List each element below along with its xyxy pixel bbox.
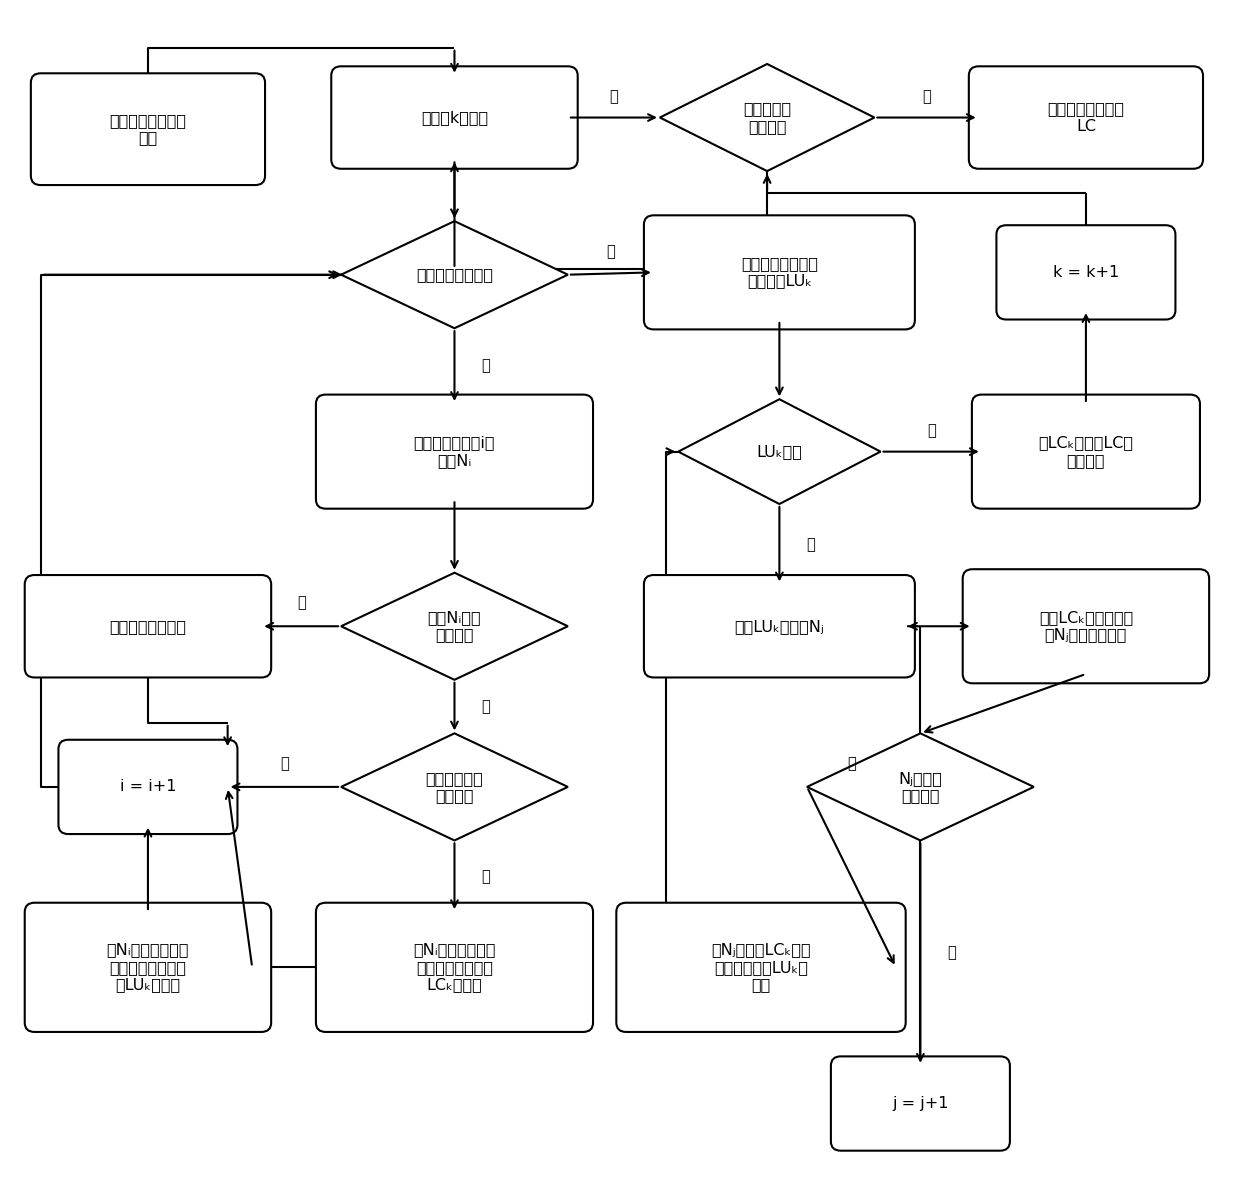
Polygon shape <box>341 573 568 680</box>
Polygon shape <box>341 734 568 840</box>
Text: 将LCₖ保存到LC的
相关位置: 将LCₖ保存到LC的 相关位置 <box>1038 436 1133 468</box>
Text: 否: 否 <box>806 537 815 551</box>
Text: 遍历该模块的非完
整性链表LUₖ: 遍历该模块的非完 整性链表LUₖ <box>740 256 818 289</box>
Polygon shape <box>807 734 1034 840</box>
FancyBboxPatch shape <box>316 395 593 509</box>
FancyBboxPatch shape <box>31 73 265 185</box>
FancyBboxPatch shape <box>25 575 272 677</box>
Text: 遍历LCₖ，并从中提
取Nⱼ的已知输入源: 遍历LCₖ，并从中提 取Nⱼ的已知输入源 <box>1039 610 1133 642</box>
Text: 读取LUₖ中节点Nⱼ: 读取LUₖ中节点Nⱼ <box>734 618 825 634</box>
FancyBboxPatch shape <box>962 569 1209 683</box>
Text: 读取模块单元信息: 读取模块单元信息 <box>109 618 186 634</box>
Text: 是: 是 <box>926 423 935 438</box>
Text: 否: 否 <box>280 756 289 772</box>
Polygon shape <box>341 221 568 329</box>
FancyBboxPatch shape <box>616 902 905 1032</box>
Text: 读取该网表的第i条
记录Nᵢ: 读取该网表的第i条 记录Nᵢ <box>414 436 495 468</box>
Text: 是: 是 <box>923 90 931 104</box>
FancyBboxPatch shape <box>25 902 272 1032</box>
Text: 否: 否 <box>481 358 490 373</box>
Text: j = j+1: j = j+1 <box>892 1096 949 1111</box>
FancyBboxPatch shape <box>831 1057 1009 1151</box>
Text: 是: 是 <box>606 244 615 259</box>
Polygon shape <box>678 399 880 504</box>
FancyBboxPatch shape <box>997 225 1176 319</box>
FancyBboxPatch shape <box>331 66 578 168</box>
Text: 将Nᵢ置入到对应该
模块的完整性链表
LCₖ的末尾: 将Nᵢ置入到对应该 模块的完整性链表 LCₖ的末尾 <box>413 942 496 992</box>
Text: 返回所有模块链表
LC: 返回所有模块链表 LC <box>1048 101 1125 134</box>
Text: 是: 是 <box>847 756 856 772</box>
FancyBboxPatch shape <box>644 575 915 677</box>
Text: 到达模块网表末尾: 到达模块网表末尾 <box>415 267 494 283</box>
Text: LUₖ为空: LUₖ为空 <box>756 444 802 459</box>
Text: 是: 是 <box>481 699 490 714</box>
Text: 开始并初始化相关
变量: 开始并初始化相关 变量 <box>109 113 186 145</box>
Text: 否: 否 <box>610 90 619 104</box>
Text: 将Nᵢ置入到对应该
模块的非完整性链
表LUₖ的末尾: 将Nᵢ置入到对应该 模块的非完整性链 表LUₖ的末尾 <box>107 942 190 992</box>
Text: 将Nⱼ置入到LCₖ的末
尾，并将其从LUₖ中
删除: 将Nⱼ置入到LCₖ的末 尾，并将其从LUₖ中 删除 <box>712 942 811 992</box>
Text: 否: 否 <box>296 595 305 610</box>
Polygon shape <box>660 64 874 171</box>
Text: 该节点的输入
源均已知: 该节点的输入 源均已知 <box>425 770 484 803</box>
Text: k = k+1: k = k+1 <box>1053 265 1118 280</box>
Text: 所有模块均
已被解析: 所有模块均 已被解析 <box>743 101 791 134</box>
FancyBboxPatch shape <box>316 902 593 1032</box>
Text: Nⱼ的输入
源均已知: Nⱼ的输入 源均已知 <box>899 770 942 803</box>
Text: 否: 否 <box>947 946 956 960</box>
Text: 是: 是 <box>481 868 490 884</box>
FancyBboxPatch shape <box>644 216 915 330</box>
FancyBboxPatch shape <box>972 395 1200 509</box>
Text: i = i+1: i = i+1 <box>120 780 176 794</box>
FancyBboxPatch shape <box>58 740 237 834</box>
Text: 提取第k个模块: 提取第k个模块 <box>420 110 489 125</box>
FancyBboxPatch shape <box>968 66 1203 168</box>
Text: 节点Nᵢ为基
本门单元: 节点Nᵢ为基 本门单元 <box>428 610 481 642</box>
